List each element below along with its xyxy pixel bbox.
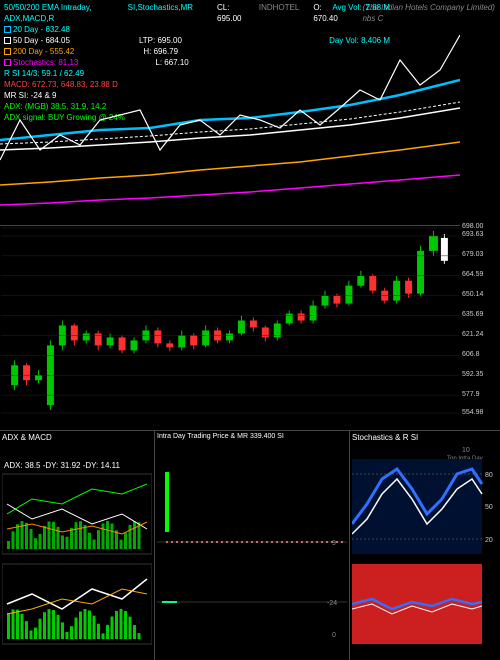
stoch-rsi-title: Stochastics & R SI (352, 433, 418, 442)
avgvol-label: Avg Vol: (332, 2, 361, 13)
candlestick-chart[interactable] (0, 225, 460, 420)
symbol: INDHOTEL (259, 3, 299, 12)
o-label: O: (313, 3, 321, 12)
intraday-title: Intra Day Trading Price & MR 339.400 SI (157, 433, 347, 440)
svg-text:10: 10 (462, 447, 470, 454)
adx-macd-panel[interactable]: ADX & MACD ADX: 38.5 -DY: 31.92 -DY: 14.… (0, 430, 155, 660)
avgvol-value: 2.88 M (366, 2, 390, 13)
svg-text:-24: -24 (327, 600, 337, 607)
cl-label: CL: (217, 3, 229, 12)
stoch-rsi-panel[interactable]: Stochastics & R SI 10Top Intra Day805020 (350, 430, 500, 660)
svg-text:ADX: 38.5 -DY: 31.92 -DY: 14.1: ADX: 38.5 -DY: 31.92 -DY: 14.11 (4, 461, 120, 470)
svg-text:20: 20 (485, 537, 493, 544)
adx-macd-title: ADX & MACD (2, 433, 152, 442)
svg-text:9: 9 (332, 540, 336, 547)
y-axis-labels: 698.00693.63679.03664.59650.14635.69621.… (460, 225, 500, 420)
svg-text:50: 50 (485, 504, 493, 511)
intraday-panel[interactable]: Intra Day Trading Price & MR 339.400 SI … (155, 430, 350, 660)
main-price-chart[interactable] (0, 20, 460, 210)
bottom-panels: ADX & MACD ADX: 38.5 -DY: 31.92 -DY: 14.… (0, 430, 500, 660)
svg-text:80: 80 (485, 472, 493, 479)
svg-text:0: 0 (332, 632, 336, 639)
